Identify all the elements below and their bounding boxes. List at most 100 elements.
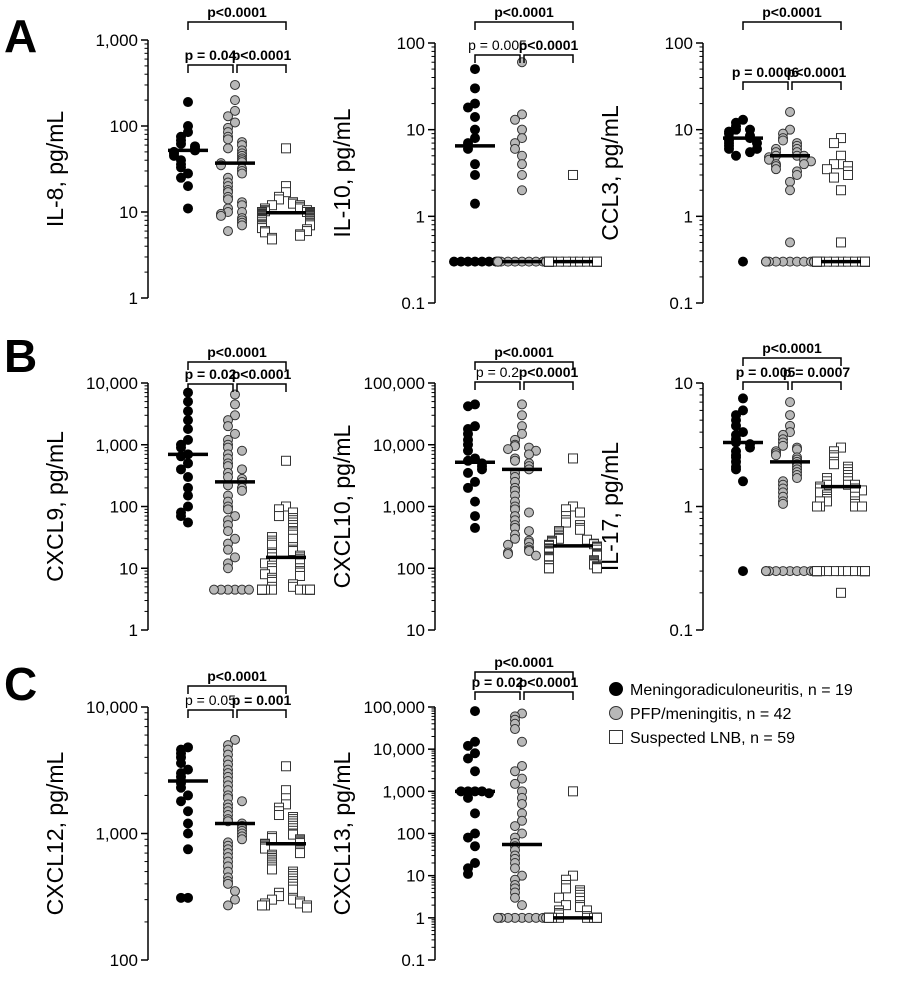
point-pfp-meningitis: [517, 57, 527, 68]
point-pfp-meningitis: [230, 552, 240, 563]
point-suspected-lnb: [836, 150, 846, 161]
comparison-bracket: [187, 685, 287, 694]
p-value-label: p<0.0001: [207, 344, 267, 360]
comparison-bracket: [523, 54, 574, 63]
comparison-bracket: [474, 691, 521, 700]
point-suspected-lnb: [295, 230, 305, 241]
y-tick-label: 10,000: [86, 374, 138, 393]
y-tick-label: 10: [674, 374, 693, 393]
point-meningoradiculoneuritis: [470, 522, 480, 533]
legend-marker-pfp-meningitis: [609, 706, 623, 720]
point-pfp-meningitis: [223, 421, 233, 432]
y-tick-label: 1,000: [95, 31, 138, 50]
point-suspected-lnb: [302, 902, 312, 913]
point-suspected-lnb: [812, 501, 822, 512]
p-value-label: p<0.0001: [519, 364, 579, 380]
point-suspected-lnb: [568, 786, 578, 797]
point-pfp-meningitis: [510, 455, 520, 466]
y-axis-label: CXCL13, pg/mL: [329, 751, 355, 915]
point-pfp-meningitis: [230, 894, 240, 905]
point-suspected-lnb: [288, 533, 298, 544]
point-suspected-lnb: [260, 843, 270, 854]
point-pfp-meningitis: [785, 106, 795, 117]
point-pfp-meningitis: [237, 796, 247, 807]
y-axis-label: CXCL9, pg/mL: [42, 431, 68, 582]
point-pfp-meningitis: [223, 563, 233, 574]
point-pfp-meningitis: [517, 124, 527, 135]
point-pfp-meningitis: [799, 159, 809, 170]
point-suspected-lnb: [544, 563, 554, 574]
point-pfp-meningitis: [761, 256, 771, 267]
point-meningoradiculoneuritis: [470, 476, 480, 487]
y-tick-label: 0.1: [401, 294, 425, 313]
point-suspected-lnb: [829, 138, 839, 149]
point-suspected-lnb: [812, 256, 822, 267]
point-pfp-meningitis: [792, 473, 802, 484]
y-tick-label: 100: [110, 498, 138, 517]
point-meningoradiculoneuritis: [470, 808, 480, 819]
y-tick-label: 1,000: [382, 782, 425, 801]
point-meningoradiculoneuritis: [470, 112, 480, 123]
plot-7: 100 1,000 10,000 CXCL12, pg/mL p<0.0001 p = 0…: [42, 668, 312, 970]
point-suspected-lnb: [829, 172, 839, 183]
point-meningoradiculoneuritis: [463, 445, 473, 456]
comparison-bracket: [187, 64, 234, 73]
point-pfp-meningitis: [792, 169, 802, 180]
y-tick-label: 100: [397, 34, 425, 53]
y-tick-label: 10: [674, 121, 693, 140]
point-pfp-meningitis: [778, 498, 788, 509]
point-meningoradiculoneuritis: [463, 740, 473, 751]
panel-letter-b: B: [4, 330, 37, 382]
point-meningoradiculoneuritis: [176, 138, 186, 149]
y-tick-label: 10,000: [373, 740, 425, 759]
y-tick-label: 100: [397, 825, 425, 844]
point-meningoradiculoneuritis: [183, 396, 193, 407]
p-value-label: p = 0.0007: [783, 364, 851, 380]
comparison-bracket: [236, 709, 287, 718]
y-tick-label: 1,000: [95, 436, 138, 455]
point-pfp-meningitis: [517, 159, 527, 170]
point-meningoradiculoneuritis: [183, 818, 193, 829]
legend-label-pfp-meningitis: PFP/meningitis, n = 42: [630, 706, 792, 723]
point-meningoradiculoneuritis: [183, 423, 193, 434]
point-meningoradiculoneuritis: [470, 133, 480, 144]
legend-marker-meningoradiculoneuritis: [609, 682, 623, 696]
point-meningoradiculoneuritis: [745, 442, 755, 453]
p-value-label: p = 0.001: [232, 692, 292, 708]
point-meningoradiculoneuritis: [176, 892, 186, 903]
point-meningoradiculoneuritis: [738, 405, 748, 416]
point-pfp-meningitis: [223, 143, 233, 154]
point-pfp-meningitis: [230, 117, 240, 128]
legend-marker-suspected-lnb: [609, 730, 623, 744]
p-value-label: p<0.0001: [787, 64, 847, 80]
point-pfp-meningitis: [524, 546, 534, 557]
point-pfp-meningitis: [510, 766, 520, 777]
y-tick-label: 10: [406, 621, 425, 640]
point-pfp-meningitis: [237, 834, 247, 845]
point-pfp-meningitis: [761, 566, 771, 577]
point-meningoradiculoneuritis: [183, 828, 193, 839]
p-value-label: p<0.0001: [762, 340, 822, 356]
point-meningoradiculoneuritis: [470, 857, 480, 868]
point-pfp-meningitis: [510, 821, 520, 832]
y-tick-label: 1: [684, 207, 693, 226]
point-meningoradiculoneuritis: [738, 476, 748, 487]
point-pfp-meningitis: [503, 549, 513, 560]
y-tick-label: 100,000: [364, 374, 425, 393]
comparison-bracket: [187, 361, 287, 370]
point-suspected-lnb: [554, 892, 564, 903]
point-suspected-lnb: [544, 256, 554, 267]
y-axis-label: CXCL12, pg/mL: [42, 751, 68, 915]
comparison-bracket: [742, 81, 789, 90]
point-pfp-meningitis: [517, 799, 527, 810]
point-suspected-lnb: [836, 133, 846, 144]
comparison-bracket: [474, 671, 574, 680]
point-suspected-lnb: [836, 185, 846, 196]
y-tick-label: 1,000: [95, 825, 138, 844]
point-meningoradiculoneuritis: [470, 169, 480, 180]
point-pfp-meningitis: [230, 389, 240, 400]
